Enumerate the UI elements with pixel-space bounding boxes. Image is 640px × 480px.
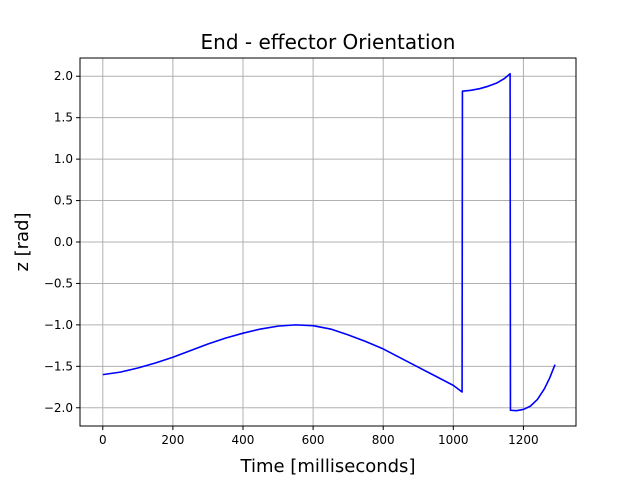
x-tick-label: 600	[302, 433, 325, 447]
x-tick-label: 200	[161, 433, 184, 447]
y-axis-label: z [rad]	[12, 212, 33, 271]
x-axis-ticks: 0 200 400 600 800 1000 1200	[99, 426, 539, 447]
y-tick-label: 2.0	[54, 69, 73, 83]
y-tick-label: 0.5	[54, 194, 73, 208]
x-axis-label: Time [milliseconds]	[240, 456, 416, 477]
x-tick-label: 1200	[508, 433, 539, 447]
y-tick-label: 0.0	[54, 235, 73, 249]
y-tick-label: −2.0	[44, 401, 73, 415]
y-tick-label: −1.5	[44, 359, 73, 373]
x-tick-label: 1000	[438, 433, 469, 447]
x-tick-label: 800	[372, 433, 395, 447]
x-tick-label: 0	[99, 433, 107, 447]
y-tick-label: 1.5	[54, 111, 73, 125]
plot-area	[102, 72, 556, 412]
grid	[80, 58, 576, 426]
x-tick-label: 400	[232, 433, 255, 447]
y-tick-label: −0.5	[44, 276, 73, 290]
y-axis-ticks: 2.0 1.5 1.0 0.5 0.0 −0.5 −1.0 −1.5 −2.0	[44, 69, 80, 415]
series-line	[102, 72, 556, 412]
y-tick-label: −1.0	[44, 318, 73, 332]
y-tick-label: 1.0	[54, 152, 73, 166]
chart-title: End - effector Orientation	[201, 30, 456, 54]
